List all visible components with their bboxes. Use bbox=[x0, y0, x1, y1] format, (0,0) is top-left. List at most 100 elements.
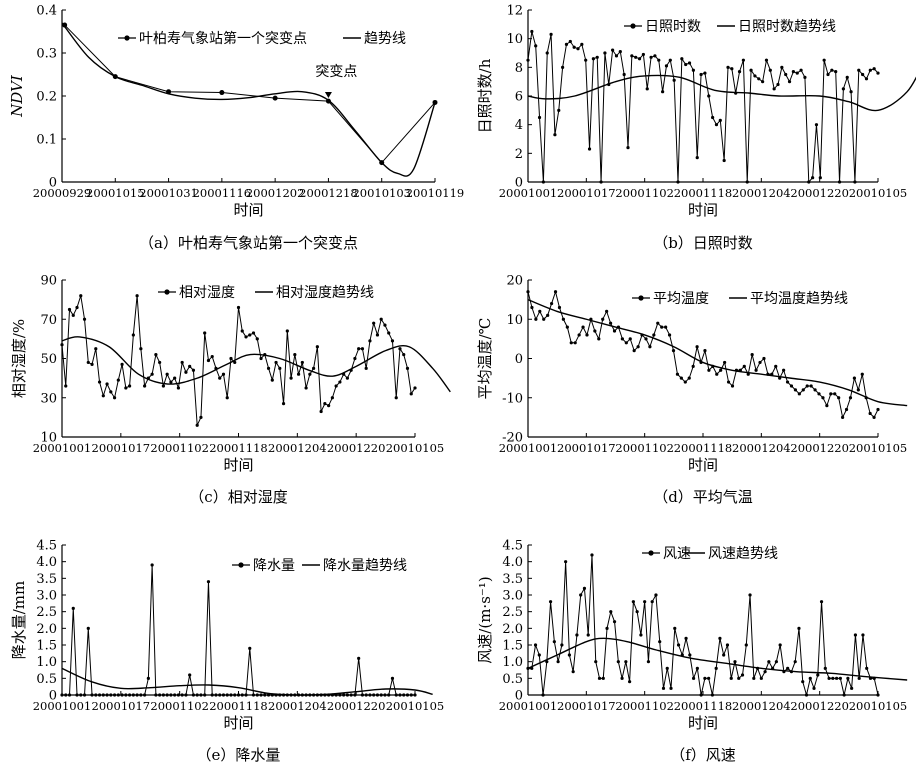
data-point bbox=[585, 333, 589, 337]
data-point bbox=[173, 376, 177, 380]
data-point bbox=[849, 90, 853, 94]
data-point bbox=[834, 70, 838, 74]
data-point bbox=[270, 378, 274, 382]
data-point bbox=[707, 94, 711, 98]
data-point bbox=[654, 593, 658, 597]
data-point bbox=[173, 693, 177, 697]
data-point bbox=[251, 693, 256, 697]
y-tick-label: 0.1 bbox=[36, 133, 57, 148]
data-point bbox=[139, 347, 143, 351]
data-point bbox=[714, 123, 719, 127]
data-point bbox=[841, 415, 845, 419]
data-point bbox=[109, 693, 113, 697]
data-point bbox=[398, 347, 402, 351]
data-point bbox=[653, 54, 657, 58]
panel-c: 10 30 50 70 90 20001001 20001017 20001102 200011… bbox=[10, 274, 451, 506]
data-point bbox=[259, 693, 263, 697]
legend-marker-dot bbox=[648, 550, 654, 556]
data-point bbox=[86, 360, 90, 365]
y-tick-label: 0.5 bbox=[36, 672, 57, 687]
data-point bbox=[143, 384, 147, 388]
data-point bbox=[669, 686, 673, 690]
data-point bbox=[797, 392, 801, 396]
series-1 bbox=[527, 298, 908, 407]
data-point bbox=[255, 337, 259, 341]
data-point bbox=[266, 366, 271, 370]
data-point bbox=[251, 331, 256, 335]
data-point bbox=[387, 331, 391, 335]
y-tick-label: 1.0 bbox=[36, 655, 57, 670]
data-point bbox=[594, 660, 598, 664]
data-point bbox=[861, 72, 865, 77]
series-line bbox=[527, 31, 879, 184]
data-point bbox=[375, 693, 380, 697]
data-point bbox=[687, 61, 692, 65]
legend-label: 日照时数趋势线 bbox=[738, 19, 836, 35]
data-point bbox=[90, 362, 94, 366]
data-point bbox=[218, 693, 222, 697]
data-point bbox=[876, 407, 880, 412]
legend-label: 降水量趋势线 bbox=[323, 558, 407, 574]
data-point bbox=[75, 305, 79, 310]
data-point bbox=[799, 68, 803, 72]
data-point bbox=[546, 313, 550, 317]
legend-label: 降水量 bbox=[253, 558, 295, 574]
data-point bbox=[364, 693, 368, 697]
x-tick-label: 20000929 bbox=[33, 186, 92, 200]
data-point bbox=[740, 673, 745, 677]
data-point bbox=[244, 693, 248, 697]
data-point bbox=[405, 366, 410, 370]
data-point bbox=[158, 693, 162, 697]
data-point bbox=[835, 676, 839, 680]
data-point bbox=[758, 360, 762, 365]
legend-marker-dot bbox=[164, 289, 170, 295]
y-tick-label: 2.5 bbox=[502, 605, 523, 620]
x-tick-label: 20010105 bbox=[849, 699, 908, 713]
data-point bbox=[180, 360, 184, 365]
series-0 bbox=[526, 289, 880, 419]
data-point bbox=[124, 693, 128, 697]
data-point bbox=[146, 676, 150, 680]
data-point bbox=[390, 339, 395, 343]
data-point bbox=[688, 653, 692, 657]
data-point bbox=[105, 382, 109, 386]
y-tick-label: 12 bbox=[506, 4, 523, 19]
data-point bbox=[575, 633, 579, 637]
x-tick-label: 20001017 bbox=[92, 441, 151, 455]
x-tick-label: 20001220 bbox=[790, 699, 849, 713]
change-point-arrow bbox=[324, 92, 332, 98]
data-point bbox=[409, 693, 413, 697]
data-point bbox=[387, 693, 391, 697]
data-point bbox=[745, 180, 749, 184]
x-tick-label: 20010105 bbox=[849, 441, 908, 455]
y-tick-label: 0.5 bbox=[502, 672, 523, 687]
data-point bbox=[608, 321, 613, 325]
legend-label: 叶柏寿气象站第一个突变点 bbox=[139, 30, 307, 47]
data-point bbox=[675, 372, 680, 376]
data-point bbox=[827, 676, 831, 680]
legend-label: 平均温度 bbox=[653, 291, 709, 307]
y-tick-label: 6 bbox=[515, 90, 523, 105]
data-point bbox=[560, 643, 564, 647]
legend: 叶柏寿气象站第一个突变点 趋势线 bbox=[118, 30, 406, 47]
data-point bbox=[580, 42, 584, 47]
data-point bbox=[624, 341, 628, 345]
x-tick-label: 20001001 bbox=[499, 699, 558, 713]
data-point bbox=[648, 345, 652, 349]
data-point bbox=[764, 58, 769, 62]
series-0 bbox=[526, 29, 880, 184]
data-point bbox=[229, 356, 233, 361]
data-point bbox=[109, 390, 113, 394]
data-point bbox=[845, 75, 849, 79]
legend: 降水量 降水量趋势线 bbox=[232, 558, 407, 574]
data-point bbox=[829, 392, 833, 396]
data-point bbox=[590, 553, 594, 557]
data-point bbox=[221, 693, 226, 697]
data-point bbox=[726, 65, 730, 69]
data-point bbox=[579, 593, 583, 597]
data-point bbox=[699, 72, 703, 77]
data-point bbox=[537, 653, 541, 657]
series-line bbox=[527, 289, 879, 419]
data-point bbox=[750, 352, 754, 357]
data-point bbox=[67, 307, 72, 312]
